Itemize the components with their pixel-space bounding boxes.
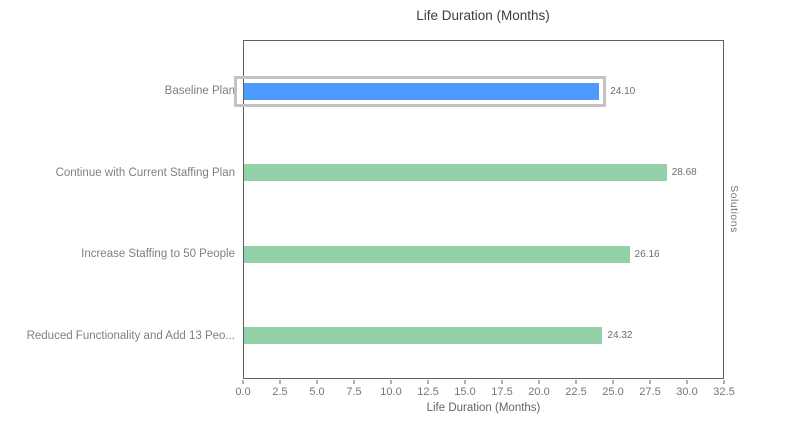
x-tick-mark — [242, 380, 244, 384]
bar-increase-staffing-50[interactable] — [244, 245, 630, 263]
bar-reduced-functionality[interactable] — [244, 326, 603, 344]
bar-rows: 24.10 28.68 26.16 24.32 — [234, 41, 723, 378]
bar-baseline-plan[interactable] — [234, 76, 607, 108]
x-tick-mark — [649, 380, 651, 384]
x-tick-mark — [390, 380, 392, 384]
x-tick-mark — [427, 380, 429, 384]
category-label: Baseline Plan — [164, 84, 235, 97]
bar-row: 28.68 — [244, 132, 723, 213]
x-tick-label: 0.0 — [235, 386, 251, 398]
bar-value-label: 28.68 — [671, 167, 697, 179]
x-tick-label: 17.5 — [491, 386, 513, 398]
x-tick-label: 30.0 — [676, 386, 698, 398]
x-tick-mark — [723, 380, 725, 384]
x-tick-mark — [353, 380, 355, 384]
x-tick-label: 32.5 — [713, 386, 735, 398]
bar-fill — [244, 245, 630, 263]
bar-continue-current-staffing[interactable] — [244, 164, 667, 182]
y-axis-category-labels: Baseline Plan Continue with Current Staf… — [0, 40, 235, 379]
x-tick-mark — [612, 380, 614, 384]
x-tick-mark — [501, 380, 503, 384]
bar-value-label: 24.32 — [607, 329, 633, 341]
plot-area: 24.10 28.68 26.16 24.32 — [234, 40, 724, 379]
x-tick-label: 5.0 — [309, 386, 325, 398]
category-label: Increase Staffing to 50 People — [81, 248, 235, 261]
x-tick-mark — [686, 380, 688, 384]
x-axis-ticks: 0.0 2.5 5.0 7.5 10.0 12.5 15.0 17.5 20.0 22.5 25.0… — [235, 380, 735, 402]
x-tick-label: 10.0 — [380, 386, 402, 398]
bar-value-label: 24.10 — [610, 86, 636, 98]
category-label: Reduced Functionality and Add 13 Peo... — [26, 330, 235, 343]
selection-outline — [234, 76, 607, 108]
x-tick-label: 27.5 — [639, 386, 661, 398]
x-tick-label: 2.5 — [272, 386, 288, 398]
x-tick-mark — [464, 380, 466, 384]
chart-title: Life Duration (Months) — [416, 8, 550, 23]
x-axis-title: Life Duration (Months) — [426, 402, 541, 414]
category-label: Continue with Current Staffing Plan — [55, 166, 235, 179]
x-tick-label: 15.0 — [454, 386, 476, 398]
bar-fill — [244, 164, 667, 182]
x-tick-mark — [279, 380, 281, 384]
x-tick-label: 25.0 — [602, 386, 624, 398]
bar-row: 24.10 — [234, 51, 723, 132]
x-tick-mark — [538, 380, 540, 384]
x-tick-label: 22.5 — [565, 386, 587, 398]
x-tick-label: 20.0 — [528, 386, 550, 398]
x-tick-label: 12.5 — [417, 386, 439, 398]
bar-fill — [244, 326, 603, 344]
bar-value-label: 26.16 — [634, 248, 660, 260]
bar-fill — [244, 83, 600, 101]
bar-row: 24.32 — [244, 295, 723, 376]
x-tick-mark — [316, 380, 318, 384]
x-tick-mark — [575, 380, 577, 384]
x-tick-label: 7.5 — [346, 386, 362, 398]
bar-row: 26.16 — [244, 214, 723, 295]
y-axis-title: Solutions — [728, 185, 740, 233]
